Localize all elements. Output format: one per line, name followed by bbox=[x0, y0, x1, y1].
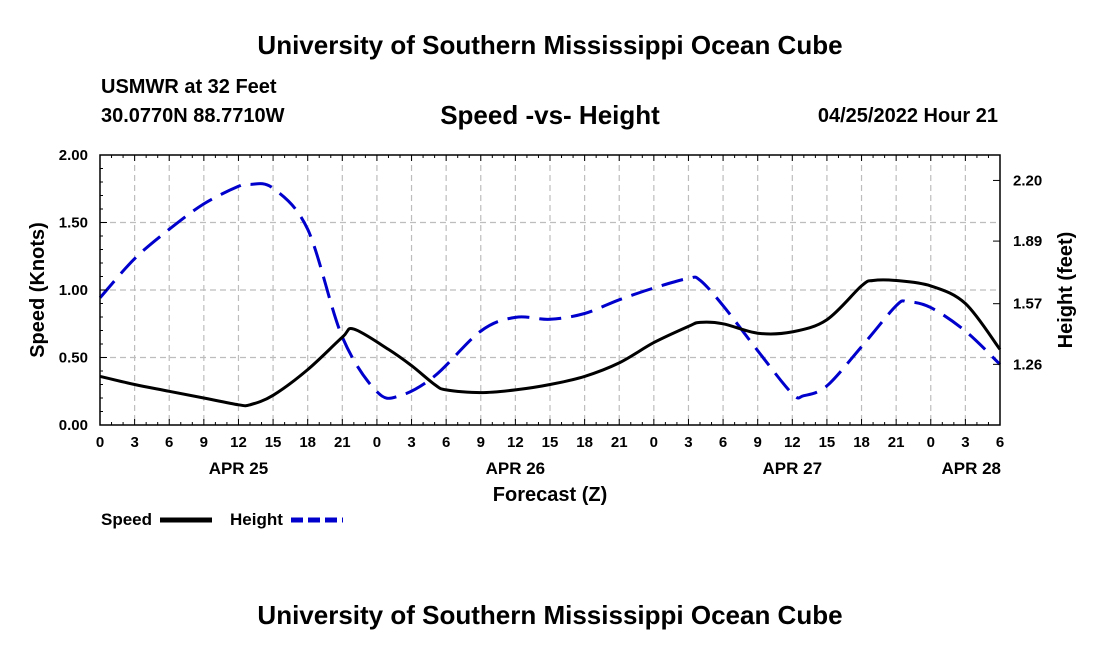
x-tick-label: 12 bbox=[784, 434, 801, 451]
y-tick-label-right: 2.20 bbox=[1013, 172, 1042, 189]
x-tick-label: 15 bbox=[265, 434, 282, 451]
date-label: APR 26 bbox=[486, 459, 546, 478]
x-tick-label: 21 bbox=[888, 434, 905, 451]
station-coordinates: 30.0770N 88.7710W bbox=[101, 105, 285, 127]
x-tick-label: 3 bbox=[407, 434, 415, 451]
y-tick-label-left: 1.50 bbox=[59, 215, 88, 232]
x-tick-label: 18 bbox=[853, 434, 870, 451]
x-tick-label: 18 bbox=[299, 434, 316, 451]
y-axis-label-right: Height (feet) bbox=[1055, 232, 1077, 349]
y-tick-label-left: 1.00 bbox=[59, 282, 88, 299]
legend: Speed Height bbox=[101, 510, 343, 529]
chart-subtitle: Speed -vs- Height bbox=[440, 100, 660, 130]
y-tick-label-left: 2.00 bbox=[59, 147, 88, 164]
date-label: APR 27 bbox=[763, 459, 823, 478]
legend-label-height: Height bbox=[230, 510, 283, 529]
station-label: USMWR at 32 Feet bbox=[101, 76, 277, 98]
x-tick-label: 6 bbox=[996, 434, 1004, 451]
x-tick-label: 9 bbox=[754, 434, 762, 451]
x-tick-label: 6 bbox=[719, 434, 727, 451]
x-tick-label: 3 bbox=[961, 434, 969, 451]
x-tick-label: 3 bbox=[130, 434, 138, 451]
y-tick-label-left: 0.50 bbox=[59, 350, 88, 367]
y-axis-label-left: Speed (Knots) bbox=[27, 222, 49, 358]
x-tick-label: 9 bbox=[477, 434, 485, 451]
date-label: APR 28 bbox=[941, 459, 1001, 478]
y-tick-label-right: 1.57 bbox=[1013, 296, 1042, 313]
x-tick-label: 21 bbox=[334, 434, 351, 451]
y-tick-label-left: 0.00 bbox=[59, 417, 88, 434]
x-tick-label: 15 bbox=[542, 434, 559, 451]
series-layer bbox=[98, 182, 1002, 408]
forecast-datetime: 04/25/2022 Hour 21 bbox=[817, 105, 998, 127]
x-tick-label: 18 bbox=[576, 434, 593, 451]
y-tick-label-right: 1.26 bbox=[1013, 356, 1042, 373]
x-tick-label: 0 bbox=[373, 434, 381, 451]
x-tick-label: 15 bbox=[819, 434, 836, 451]
x-tick-label: 9 bbox=[200, 434, 208, 451]
footer-title: University of Southern Mississippi Ocean… bbox=[257, 600, 843, 630]
legend-label-speed: Speed bbox=[101, 510, 152, 529]
date-label: APR 25 bbox=[209, 459, 269, 478]
x-tick-label: 6 bbox=[442, 434, 450, 451]
x-tick-label: 0 bbox=[96, 434, 104, 451]
x-tick-label: 6 bbox=[165, 434, 173, 451]
x-tick-label: 3 bbox=[684, 434, 692, 451]
series-line-speed bbox=[99, 278, 1002, 408]
x-tick-label: 12 bbox=[230, 434, 247, 451]
x-tick-label: 21 bbox=[611, 434, 628, 451]
chart-title: University of Southern Mississippi Ocean… bbox=[257, 30, 843, 60]
grid bbox=[100, 155, 1000, 425]
series-line-height bbox=[98, 182, 1002, 400]
x-axis-label: Forecast (Z) bbox=[493, 484, 607, 506]
axes: 0 3 6 9 12 15 18 21 0 3 6 9 12 15 18 21 0 3 6 9 12 15 18 21 0 3 6 A… bbox=[59, 147, 1042, 478]
y-tick-label-right: 1.89 bbox=[1013, 233, 1042, 250]
x-tick-label: 12 bbox=[507, 434, 524, 451]
x-tick-label: 0 bbox=[927, 434, 935, 451]
x-tick-label: 0 bbox=[650, 434, 658, 451]
